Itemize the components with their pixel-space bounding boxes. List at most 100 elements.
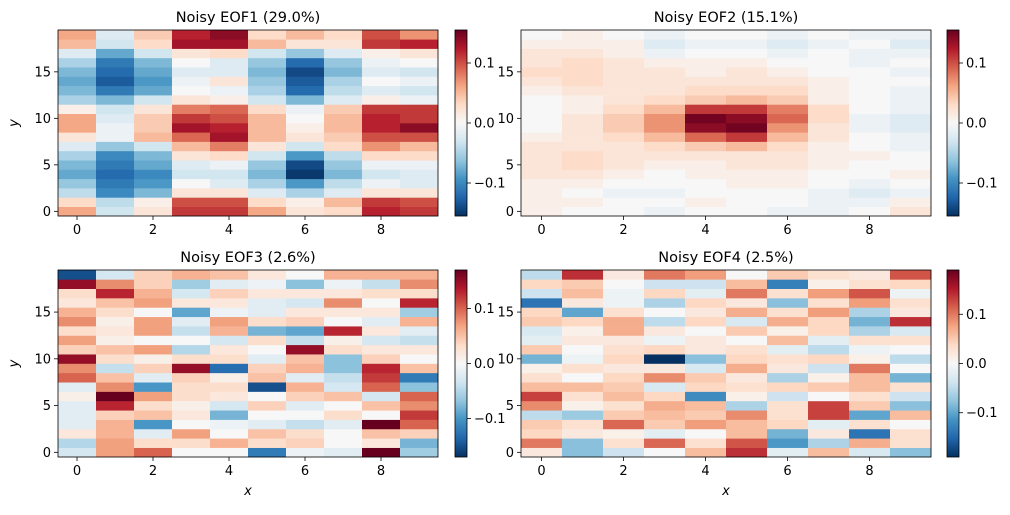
heatmap-cell xyxy=(562,400,604,411)
heatmap-cell xyxy=(248,57,287,68)
heatmap-cell xyxy=(286,372,325,383)
heatmap-cell xyxy=(134,85,173,96)
heatmap-cell xyxy=(644,270,686,280)
heatmap-cell xyxy=(726,85,768,96)
heatmap-cell xyxy=(400,316,439,327)
heatmap-cell xyxy=(685,95,727,105)
heatmap-cell xyxy=(644,447,686,458)
heatmap-cell xyxy=(286,141,325,152)
heatmap-cell xyxy=(134,363,173,374)
heatmap-cell xyxy=(172,288,211,299)
heatmap-cell xyxy=(808,316,850,327)
heatmap-cell xyxy=(58,95,97,105)
heatmap-cell xyxy=(96,95,135,105)
heatmap-cell xyxy=(58,76,97,87)
heatmap-cell xyxy=(562,141,604,152)
heatmap-cell xyxy=(362,123,401,133)
heatmap-cell xyxy=(890,326,932,336)
heatmap-cell xyxy=(890,132,932,142)
heatmap-cell xyxy=(808,372,850,383)
heatmap-cell xyxy=(134,288,173,299)
colorbar-tick-label: 0.1 xyxy=(474,302,495,317)
colorbar-tick-label: 0.0 xyxy=(474,357,495,372)
heatmap-cell xyxy=(767,67,809,77)
heatmap-cell xyxy=(96,141,135,152)
heatmap-cell xyxy=(767,298,809,308)
heatmap-cell xyxy=(324,400,363,411)
heatmap-cell xyxy=(210,160,249,170)
heatmap-cell xyxy=(685,39,727,49)
heatmap-cell xyxy=(808,113,850,124)
heatmap-cell xyxy=(362,30,401,40)
heatmap-cell xyxy=(362,298,401,308)
heatmap-cell xyxy=(210,372,249,383)
heatmap-cell xyxy=(808,326,850,336)
heatmap-cell xyxy=(562,197,604,207)
heatmap-cell xyxy=(890,391,932,402)
heatmap-cell xyxy=(172,279,211,289)
heatmap-cell xyxy=(324,39,363,49)
heatmap-cell xyxy=(210,410,249,420)
heatmap-cell xyxy=(400,57,439,68)
x-tick-label: 4 xyxy=(225,223,233,238)
heatmap-cell xyxy=(644,419,686,430)
heatmap-cell xyxy=(767,316,809,327)
heatmap-cell xyxy=(286,270,325,280)
heatmap-cell xyxy=(849,197,891,207)
heatmap-cell xyxy=(400,113,439,124)
heatmap-cell xyxy=(210,354,249,364)
heatmap-cell xyxy=(685,104,727,114)
heatmap-cell xyxy=(767,410,809,420)
heatmap-cell xyxy=(134,169,173,180)
heatmap-cell xyxy=(286,113,325,124)
heatmap-cell xyxy=(890,447,932,458)
heatmap-cell xyxy=(849,132,891,142)
heatmap-cell xyxy=(58,335,97,346)
heatmap-cell xyxy=(134,298,173,308)
heatmap-cell xyxy=(96,197,135,207)
heatmap-cell xyxy=(767,326,809,336)
heatmap-cell xyxy=(58,30,97,40)
heatmap-cell xyxy=(726,298,768,308)
heatmap-cell xyxy=(324,428,363,439)
heatmap-cell xyxy=(400,410,439,420)
heatmap-cell xyxy=(58,400,97,411)
heatmap-cell xyxy=(172,113,211,124)
heatmap-cell xyxy=(96,270,135,280)
heatmap-cell xyxy=(362,447,401,458)
heatmap-cell xyxy=(134,326,173,336)
heatmap-cell xyxy=(521,188,563,198)
heatmap-cell xyxy=(400,188,439,198)
heatmap-cell xyxy=(685,391,727,402)
heatmap-cell xyxy=(808,76,850,87)
heatmap-cell xyxy=(134,39,173,49)
y-tick-label: 15 xyxy=(34,306,51,321)
heatmap-cell xyxy=(172,95,211,105)
heatmap-cell xyxy=(400,160,439,170)
heatmap-cell xyxy=(562,160,604,170)
heatmap-cell xyxy=(603,169,645,180)
heatmap-cell xyxy=(644,150,686,161)
heatmap-cell xyxy=(362,39,401,49)
heatmap-cell xyxy=(849,363,891,374)
heatmap-cell xyxy=(890,48,932,59)
x-tick-label: 0 xyxy=(73,223,81,238)
heatmap-cell xyxy=(726,123,768,133)
heatmap-cell xyxy=(644,326,686,336)
heatmap-cell xyxy=(172,344,211,355)
heatmap-cell xyxy=(400,363,439,374)
heatmap-cell xyxy=(248,104,287,114)
heatmap-cell xyxy=(521,150,563,161)
heatmap-cell xyxy=(210,197,249,207)
colorbar-tick-label: −0.1 xyxy=(966,177,998,192)
colorbar xyxy=(454,269,468,458)
heatmap-cell xyxy=(644,188,686,198)
heatmap-cell xyxy=(58,410,97,420)
heatmap-cell xyxy=(324,391,363,402)
heatmap-cell xyxy=(58,326,97,336)
heatmap-cell xyxy=(726,67,768,77)
heatmap-cell xyxy=(172,447,211,458)
heatmap-cell xyxy=(172,132,211,142)
heatmap-cell xyxy=(603,428,645,439)
heatmap-cell xyxy=(562,270,604,280)
